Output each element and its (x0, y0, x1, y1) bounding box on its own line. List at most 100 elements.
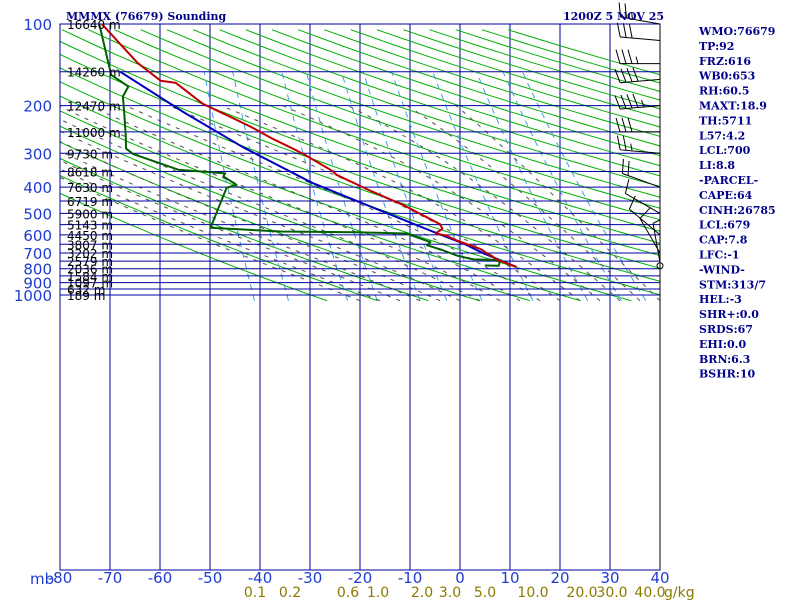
index-entry: BRN:6.3 (699, 353, 750, 366)
height-label: 2036 m (67, 263, 113, 277)
temperature-tick-label: -40 (248, 569, 273, 587)
mixing-ratio-tick-label: 0.2 (279, 585, 301, 600)
barb-flag (621, 49, 627, 64)
barb-flag (622, 23, 627, 38)
temperature-tick-label: -30 (298, 569, 323, 587)
barb-flag (614, 69, 621, 83)
moist-adiabat (125, 105, 541, 302)
temperature-tick-label: -20 (348, 569, 373, 587)
barb-staff (620, 16, 661, 25)
index-entry: LCL:679 (699, 219, 750, 232)
index-entry: HEL:-3 (699, 293, 742, 306)
height-label: 11000 m (67, 126, 121, 140)
dry-adiabat (60, 110, 581, 302)
barb-flag (622, 135, 627, 151)
index-entry: TP:92 (699, 40, 734, 53)
barb-flag (627, 117, 633, 132)
wind-barbs (614, 2, 664, 570)
dewpoint-trace (98, 24, 502, 267)
height-label: 1584 m (67, 270, 113, 284)
height-label: 7630 m (67, 181, 113, 195)
barb-half-flag (630, 143, 633, 151)
wind-barb (639, 207, 661, 254)
moist-adiabat (60, 150, 421, 302)
pressure-tick-label: 100 (23, 16, 52, 34)
barb-flag (639, 207, 651, 219)
moist-adiabat (60, 130, 461, 302)
temperature-tick-label: -60 (148, 569, 173, 587)
barb-flag (626, 94, 633, 109)
dry-adiabat (140, 29, 660, 209)
dry-adiabat (60, 175, 378, 302)
index-entry: LFC:-1 (699, 249, 740, 262)
pressure-unit-label: mb (30, 570, 54, 588)
temperature-tick-label: -10 (398, 569, 423, 587)
barb-half-flag (631, 11, 633, 20)
wind-barb (614, 67, 661, 84)
index-entry: WMO:76679 (698, 25, 775, 38)
index-entry: FRZ:616 (699, 55, 751, 68)
wind-barb (618, 2, 661, 25)
barb-half-flag (635, 56, 639, 64)
dry-adiabat (114, 29, 660, 221)
dry-adiabat (60, 125, 531, 302)
dry-adiabat (60, 40, 660, 257)
dry-adiabat (60, 95, 632, 302)
dry-adiabat (60, 67, 660, 282)
temperature-tick-label: 40 (650, 569, 669, 587)
wind-barb (616, 22, 661, 41)
height-label: 189 m (67, 289, 105, 303)
mixing-ratio-tick-label: 3.0 (439, 585, 461, 600)
mixing-ratio-tick-label: 10.0 (517, 585, 548, 600)
mixing-ratio-tick-label: 40.0 (634, 585, 665, 600)
height-label: 5143 m (67, 219, 113, 233)
wind-barb (628, 195, 661, 236)
barb-staff (620, 36, 661, 41)
temperature-tick-label: -70 (98, 569, 123, 587)
mixing-ratio-tick-label: 2.0 (411, 585, 433, 600)
barb-flag (616, 22, 621, 38)
wind-barb (656, 262, 664, 270)
barb-flag (624, 179, 630, 194)
height-label: 8618 m (67, 165, 113, 179)
index-entry: MAXT:18.9 (699, 100, 767, 113)
index-entry: RH:60.5 (699, 85, 749, 98)
pressure-tick-label: 700 (23, 245, 52, 263)
dry-adiabat (245, 29, 660, 167)
mixing-ratio-tick-label: 0.6 (337, 585, 359, 600)
wind-barb (616, 135, 661, 154)
barb-half-flag (652, 219, 660, 224)
height-label: 6719 m (67, 195, 113, 209)
wind-barb (621, 158, 661, 188)
mixing-ratio-tick-label: 30.0 (596, 585, 627, 600)
index-entry: WB0:653 (698, 70, 755, 83)
temperature-tick-label: 10 (500, 569, 519, 587)
barb-flag (632, 67, 639, 82)
temperature-tick-label: -50 (198, 569, 223, 587)
barb-flag (620, 68, 627, 83)
barb-flag (618, 2, 622, 18)
dry-adiabat (60, 53, 660, 269)
barb-flag (626, 67, 633, 82)
height-label: 4450 m (67, 229, 113, 243)
wind-barb (652, 219, 661, 263)
barb-flag (620, 94, 627, 109)
index-entry: LI:8.8 (699, 159, 735, 172)
dry-adiabat (271, 29, 660, 157)
barb-flag (615, 117, 621, 132)
barb-flag (615, 49, 621, 64)
dry-adiabat (87, 29, 660, 232)
dry-adiabat (166, 29, 660, 198)
height-label: 3202 m (67, 247, 113, 261)
pressure-tick-label: 800 (23, 261, 52, 279)
dry-adiabat (60, 157, 429, 302)
index-panel: WMO:76679 TP:92 FRZ:616 WB0:653 RH:60.5 MAXT:… (698, 25, 776, 381)
mixing-ratio-tick-label: 1.0 (367, 585, 389, 600)
mixing-ratio-tick-label: 20.0 (566, 585, 597, 600)
moist-adiabat (221, 105, 581, 302)
chart-datetime: 1200Z 5 NOV 25 (563, 10, 664, 23)
height-label: 14260 m (67, 66, 121, 80)
height-label: 12470 m (67, 100, 121, 114)
index-entry: TH:5711 (699, 114, 752, 127)
dry-adiabat (60, 81, 660, 296)
